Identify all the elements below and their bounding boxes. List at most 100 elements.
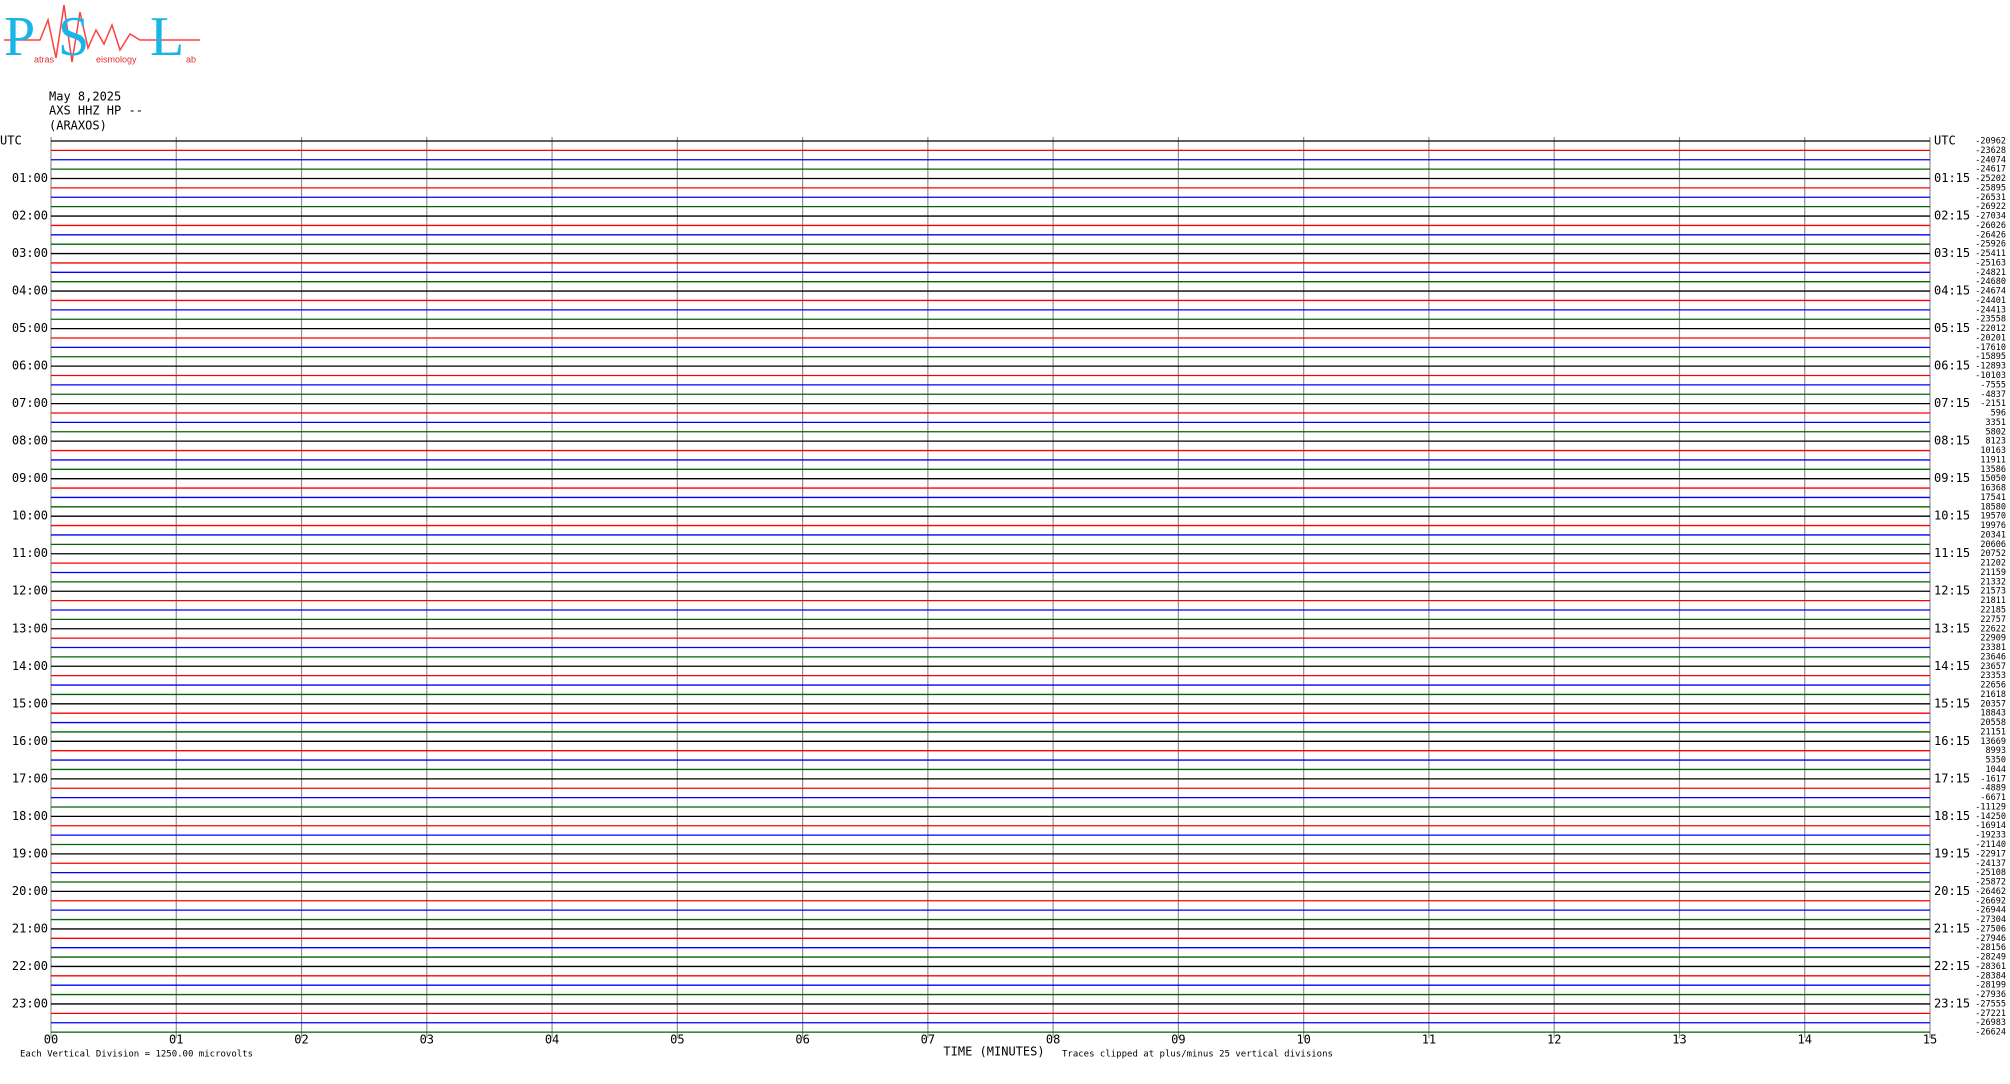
row-offset: 3351 [1986, 418, 2006, 428]
x-tick-label: 10 [1296, 1033, 1310, 1047]
row-offset: 21573 [1980, 587, 2006, 597]
row-offset: -25202 [1975, 174, 2006, 184]
row-offset: -2151 [1980, 399, 2006, 409]
left-time-label: 18:00 [12, 809, 48, 823]
row-offset: -27221 [1975, 1009, 2006, 1019]
row-offset: -1617 [1980, 774, 2006, 784]
row-offset: -27946 [1975, 934, 2006, 944]
logo-letter: S [58, 6, 89, 68]
row-offset: -22917 [1975, 849, 2006, 859]
row-offset: -4889 [1980, 784, 2006, 794]
right-time-label: 19:15 [1934, 846, 1970, 860]
row-offset: 16368 [1980, 484, 2006, 494]
logo-word: atras [34, 54, 55, 64]
row-offset: 21332 [1980, 577, 2006, 587]
row-offset: 596 [1991, 409, 2006, 419]
left-time-label: UTC [0, 134, 22, 148]
right-time-label: 13:15 [1934, 621, 1970, 635]
row-offset: -26462 [1975, 887, 2006, 897]
row-offset: -10103 [1975, 371, 2006, 381]
row-offset: 23646 [1980, 652, 2006, 662]
row-offset: -24674 [1975, 287, 2006, 297]
row-offset: 17541 [1980, 493, 2006, 503]
row-offset: 23657 [1980, 662, 2006, 672]
left-time-label: 15:00 [12, 696, 48, 710]
logo-word: eismology [96, 54, 137, 64]
row-offset: -11129 [1975, 802, 2006, 812]
row-offset: 22185 [1980, 606, 2006, 616]
right-time-label: 23:15 [1934, 996, 1970, 1010]
row-offset: 22909 [1980, 634, 2006, 644]
logo: P S L atras eismology ab [4, 4, 200, 68]
row-offset: -26944 [1975, 906, 2006, 916]
left-time-label: 08:00 [12, 434, 48, 448]
x-tick-label: 08 [1046, 1033, 1060, 1047]
row-offset: 18580 [1980, 502, 2006, 512]
row-offset: 21202 [1980, 559, 2006, 569]
right-time-label: 18:15 [1934, 809, 1970, 823]
row-offset: 21811 [1980, 596, 2006, 606]
x-tick-label: 13 [1672, 1033, 1686, 1047]
row-offset: 19570 [1980, 512, 2006, 522]
right-time-label: 22:15 [1934, 959, 1970, 973]
left-time-label: 04:00 [12, 284, 48, 298]
x-tick-label: 07 [921, 1033, 935, 1047]
right-time-label: 04:15 [1934, 284, 1970, 298]
right-time-label: UTC [1934, 134, 1956, 148]
row-offset: 5802 [1986, 427, 2006, 437]
station: AXS HHZ HP -- [49, 104, 143, 118]
row-offset: -25163 [1975, 258, 2006, 268]
x-tick-label: 05 [670, 1033, 684, 1047]
logo-letter: L [150, 6, 184, 68]
row-offset: -25411 [1975, 249, 2006, 259]
row-offset: 23353 [1980, 671, 2006, 681]
x-tick-label: 04 [545, 1033, 559, 1047]
row-offset: -20201 [1975, 333, 2006, 343]
row-offset: -24680 [1975, 277, 2006, 287]
left-time-label: 03:00 [12, 246, 48, 260]
date: May 8,2025 [49, 90, 121, 104]
row-offset: -26922 [1975, 202, 2006, 212]
row-offset: -27034 [1975, 212, 2006, 222]
row-offset: 20357 [1980, 699, 2006, 709]
right-time-label: 03:15 [1934, 246, 1970, 260]
left-time-label: 01:00 [12, 171, 48, 185]
row-offset: -4837 [1980, 390, 2006, 400]
row-offset: -25926 [1975, 240, 2006, 250]
x-tick-label: 02 [294, 1033, 308, 1047]
row-offset: 20341 [1980, 530, 2006, 540]
row-offset: -12893 [1975, 362, 2006, 372]
row-offset: -28384 [1975, 971, 2006, 981]
x-tick-label: 11 [1422, 1033, 1436, 1047]
right-time-label: 10:15 [1934, 509, 1970, 523]
row-offset: -25108 [1975, 868, 2006, 878]
right-time-label: 20:15 [1934, 884, 1970, 898]
x-tick-label: 09 [1171, 1033, 1185, 1047]
x-axis-label: TIME (MINUTES) [943, 1045, 1044, 1059]
row-offset: -26983 [1975, 1018, 2006, 1028]
right-time-label: 14:15 [1934, 659, 1970, 673]
footer-right: Traces clipped at plus/minus 25 vertical… [1062, 1050, 1333, 1060]
row-offset: -16914 [1975, 821, 2006, 831]
row-offset: 20606 [1980, 540, 2006, 550]
row-offset: -28249 [1975, 953, 2006, 963]
x-tick-label: 03 [420, 1033, 434, 1047]
left-time-label: 23:00 [12, 996, 48, 1010]
row-offset: -25872 [1975, 878, 2006, 888]
left-time-label: 11:00 [12, 546, 48, 560]
row-offset: -26531 [1975, 193, 2006, 203]
x-tick-label: 14 [1798, 1033, 1812, 1047]
right-time-label: 07:15 [1934, 396, 1970, 410]
footer-left: Each Vertical Division = 1250.00 microvo… [20, 1050, 253, 1060]
left-time-label: 19:00 [12, 846, 48, 860]
x-tick-label: 01 [169, 1033, 183, 1047]
row-offset: -19233 [1975, 831, 2006, 841]
right-time-label: 16:15 [1934, 734, 1970, 748]
row-offset: -27936 [1975, 990, 2006, 1000]
row-offset: 21151 [1980, 727, 2006, 737]
logo-word: ab [186, 54, 196, 64]
row-offset: -21140 [1975, 840, 2006, 850]
row-offset: 22622 [1980, 624, 2006, 634]
row-offset: -22012 [1975, 324, 2006, 334]
